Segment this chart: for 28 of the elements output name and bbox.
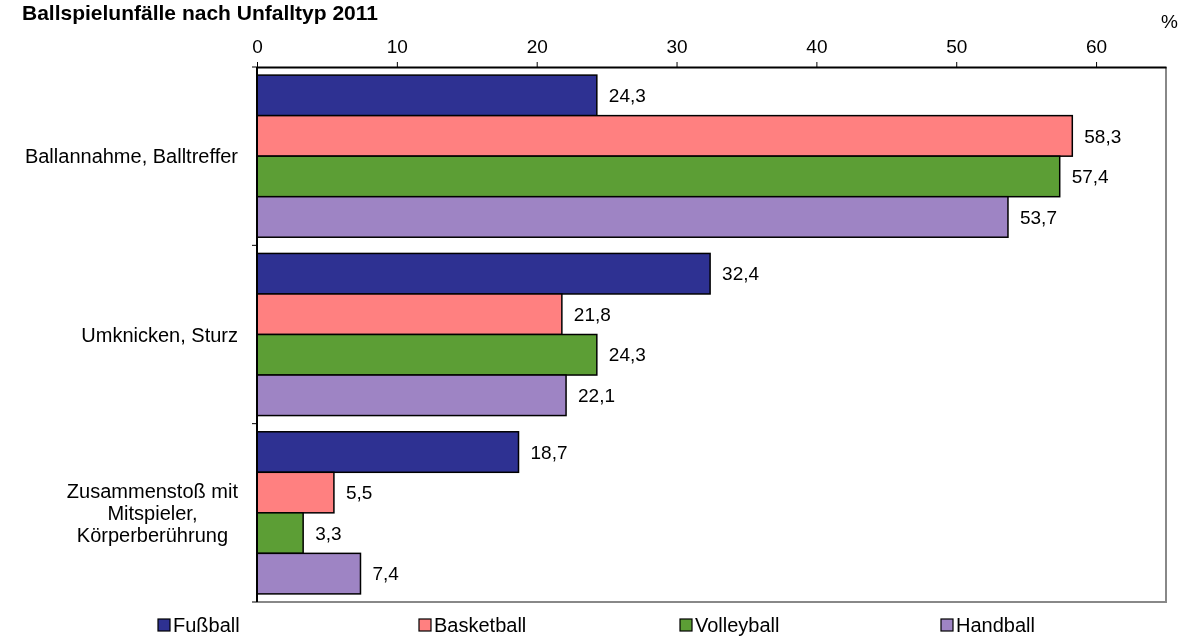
y-tick-label: Zusammenstoß mit Mitspieler, Körperberührung	[66, 479, 239, 546]
data-label: 24,3	[608, 85, 646, 107]
x-axis-title: %	[1161, 11, 1179, 32]
legend-label: Volleyball	[695, 614, 780, 636]
x-tick-label: 0	[252, 36, 263, 57]
data-label: 7,4	[372, 563, 400, 585]
data-label: 21,8	[573, 303, 611, 325]
data-label: 57,4	[1071, 166, 1110, 188]
data-label: 53,7	[1019, 206, 1057, 228]
data-label: 32,4	[722, 263, 760, 285]
x-tick-label: 10	[386, 36, 408, 57]
x-tick-label: 60	[1086, 36, 1108, 57]
y-tick-label: Umknicken, Sturz	[81, 323, 238, 346]
x-tick-label: 40	[806, 36, 828, 57]
x-tick-label: 30	[666, 36, 688, 57]
data-label: 18,7	[530, 441, 568, 463]
chart-title: Ballspielunfälle nach Unfalltyp 2011	[22, 1, 379, 24]
data-label: 24,3	[608, 344, 646, 366]
x-tick-label: 20	[526, 36, 548, 57]
data-label: 3,3	[315, 522, 342, 544]
legend-label: Fußball	[173, 614, 240, 636]
x-tick-label: 50	[946, 36, 968, 57]
data-label: 5,5	[345, 482, 373, 504]
y-tick-label: Ballannahme, Balltreffer	[24, 145, 239, 168]
legend-label: Handball	[956, 614, 1035, 636]
legend-label: Basketball	[434, 614, 527, 636]
data-label: 58,3	[1084, 125, 1122, 147]
data-label: 22,1	[578, 384, 616, 406]
